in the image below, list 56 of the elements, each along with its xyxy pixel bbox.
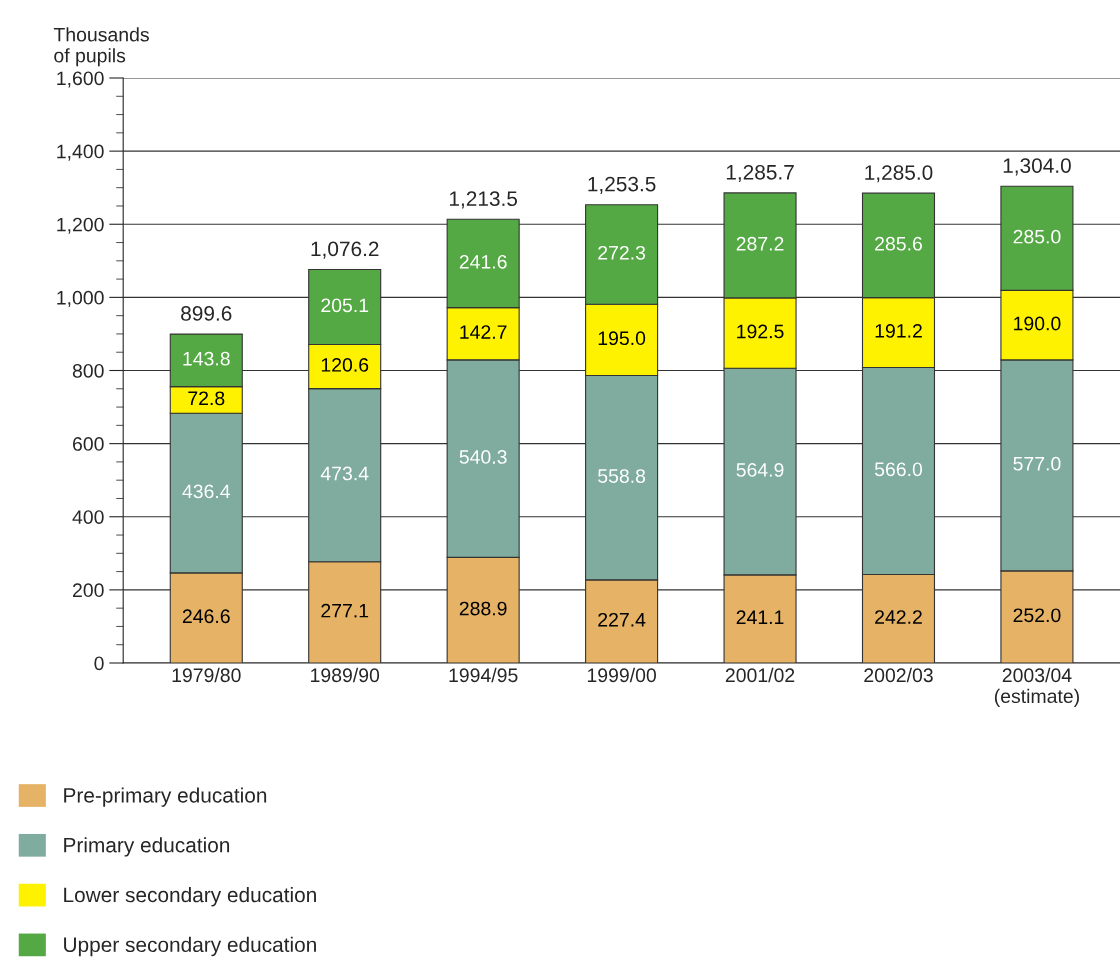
total-label: 1,304.0 — [1003, 158, 1071, 176]
total-label: 1,253.5 — [588, 176, 656, 194]
data-label: 252.0 — [1013, 608, 1061, 623]
data-label: 72.8 — [188, 391, 225, 406]
x-tick-label: 1994/95 — [449, 667, 518, 683]
total-label: 1,285.7 — [726, 164, 794, 183]
x-tick-label: 1979/80 — [172, 667, 241, 683]
y-tick-label: 1,600 — [57, 71, 104, 88]
data-label: 241.1 — [736, 610, 784, 624]
x-tick-label: 2002/03 — [864, 667, 933, 683]
y-tick-label: 800 — [72, 363, 104, 378]
legend-label: Upper secondary education — [64, 936, 316, 957]
data-label: 564.9 — [736, 463, 784, 477]
total-label: 899.6 — [181, 306, 232, 321]
legend-label: Pre-primary education — [64, 787, 267, 807]
data-label: 142.7 — [460, 325, 507, 339]
y-axis-title: Thousands of pupils — [53, 27, 149, 67]
y-tick-label: 1,000 — [57, 290, 104, 307]
data-label: 246.6 — [182, 609, 230, 624]
data-label: 577.0 — [1013, 456, 1061, 471]
data-label: 241.6 — [459, 254, 507, 269]
data-label: 540.3 — [459, 450, 507, 464]
y-tick-label: 0 — [94, 656, 104, 671]
y-tick-label: 400 — [72, 510, 104, 524]
data-label: 190.0 — [1014, 316, 1061, 331]
total-label: 1,285.0 — [865, 165, 933, 183]
data-label: 242.2 — [875, 610, 922, 624]
y-tick-label: 1,400 — [57, 144, 104, 161]
legend-label: Primary education — [64, 837, 230, 857]
data-label: 192.5 — [737, 324, 784, 339]
data-label: 205.1 — [321, 298, 369, 313]
data-label: 285.0 — [1013, 229, 1061, 244]
data-label: 288.9 — [459, 601, 507, 616]
data-label: 195.0 — [598, 331, 646, 346]
data-label: 277.1 — [321, 603, 369, 618]
data-label: 558.8 — [598, 469, 646, 483]
y-tick-label: 1,200 — [57, 217, 104, 234]
x-tick-label: 1999/00 — [587, 667, 656, 683]
data-label: 473.4 — [320, 466, 369, 481]
legend-label: Lower secondary education — [64, 886, 316, 907]
data-label: 120.6 — [321, 358, 369, 372]
x-tick-label: 1989/90 — [311, 667, 380, 683]
x-tick-label: 2001/02 — [725, 667, 795, 683]
data-label: 287.2 — [736, 236, 784, 251]
y-tick-label: 600 — [73, 437, 104, 451]
total-label: 1,076.2 — [311, 241, 379, 259]
total-label: 1,213.5 — [449, 191, 518, 209]
data-label: 227.4 — [598, 612, 646, 627]
data-label: 272.3 — [598, 245, 646, 260]
y-tick-label: 200 — [72, 583, 104, 598]
x-tick-label: 2003/04 (estimate) — [994, 667, 1079, 707]
data-label: 566.0 — [874, 462, 923, 477]
data-label: 436.4 — [182, 484, 231, 499]
data-label: 191.2 — [875, 324, 922, 338]
data-label: 285.6 — [875, 236, 922, 251]
data-label: 143.8 — [183, 351, 230, 366]
